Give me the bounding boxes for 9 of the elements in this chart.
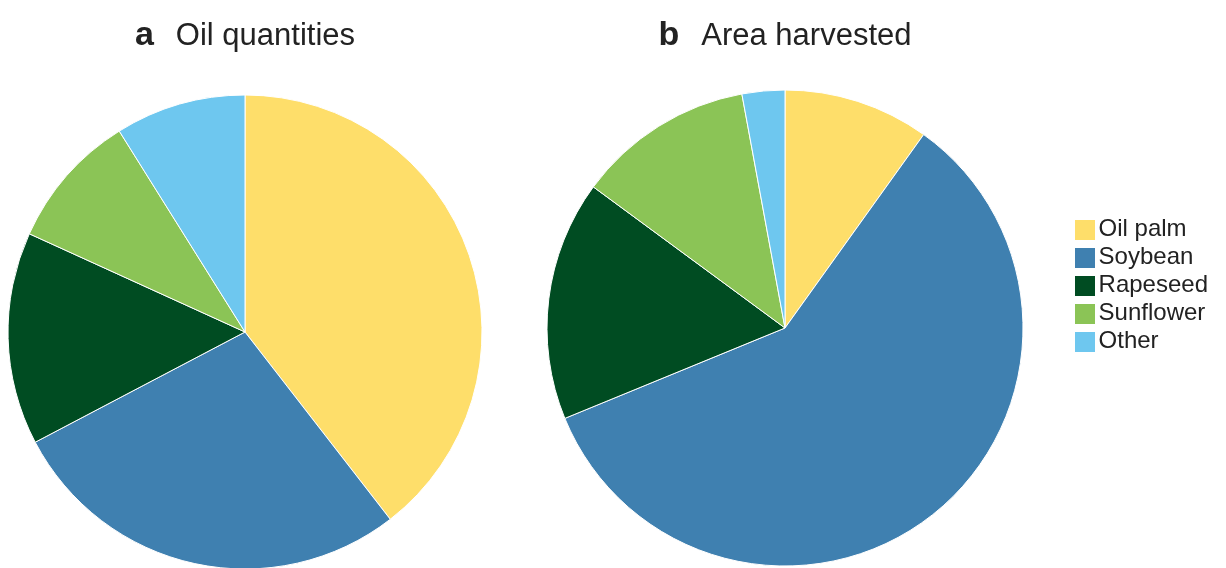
chart-title: Area harvested <box>701 17 912 52</box>
legend-label: Rapeseed <box>1098 270 1208 297</box>
legend-label: Sunflower <box>1098 298 1206 325</box>
legend-label: Soybean <box>1098 242 1194 269</box>
legend-label: Oil palm <box>1098 214 1187 241</box>
chart-title: Oil quantities <box>175 17 356 52</box>
text: b <box>658 14 680 52</box>
legend-label: Other <box>1098 326 1159 353</box>
text: a <box>134 14 154 52</box>
